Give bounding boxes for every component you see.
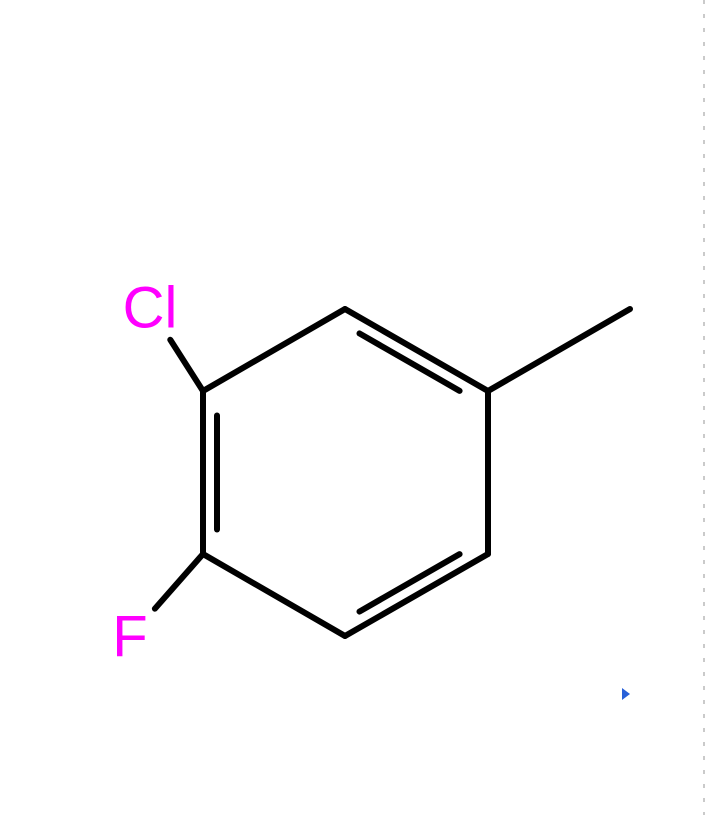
play-marker-icon [622, 688, 630, 700]
right-rail [0, 0, 716, 815]
diagram-canvas: ClF [0, 0, 716, 815]
